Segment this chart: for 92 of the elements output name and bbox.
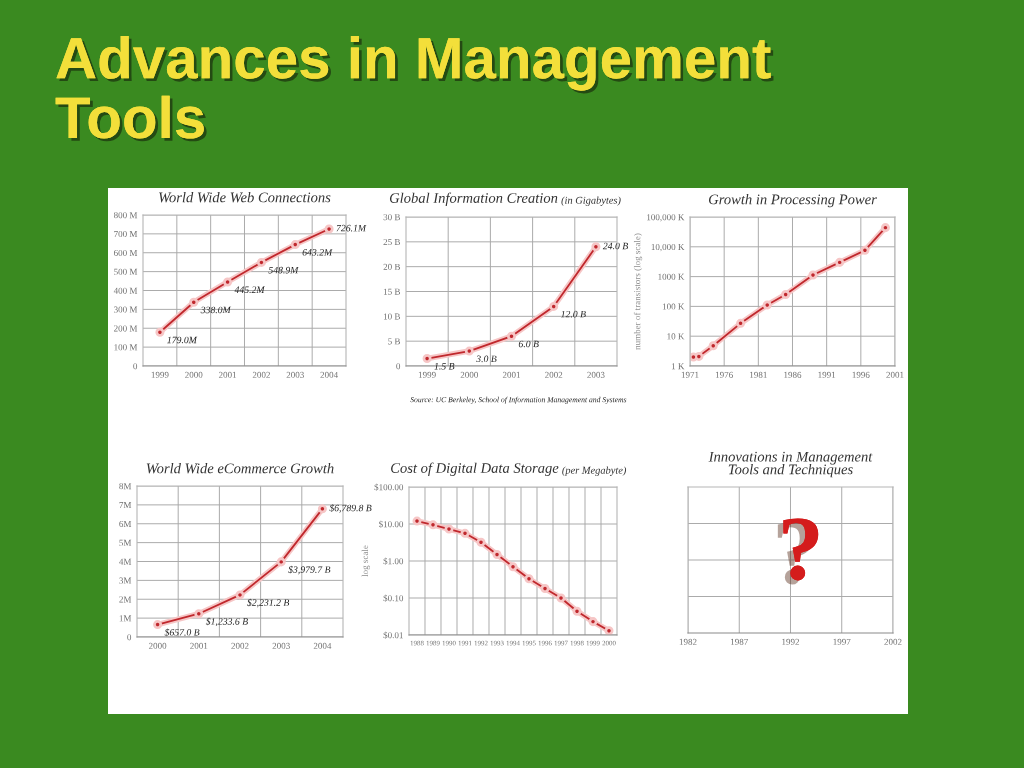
x-tick-label: 2002 [231,642,249,649]
chart-subtitle: (in Gigabytes) [561,196,621,206]
y-tick-label: $100.00 [374,483,404,491]
x-tick-label: 1992 [782,638,800,645]
x-tick-label: 2003 [272,642,290,649]
x-tick-label: 2001 [886,371,904,378]
annotation: $1,233.6 B [205,617,248,627]
y-tick-label: $0.10 [383,594,404,602]
text: Advances in Management Tools [55,36,774,142]
y-tick-label: 5 B [388,338,400,345]
x-tick-label: 2004 [320,371,338,378]
y-tick-label: 15 B [383,288,400,295]
chart-title: World Wide Web Connections [159,192,331,203]
y-tick-label: 3M [119,577,132,584]
x-tick-label: 1986 [784,371,802,378]
chart-title: Global Information Creation [389,192,558,206]
y-tick-label: 0 [396,363,401,370]
y-tick-label: 4M [119,558,132,565]
x-tick-label: 2003 [286,371,304,378]
data-label: 1.5 B [434,363,455,370]
x-tick-label: 1991 [818,371,836,378]
x-tick-label: 2002 [545,371,563,378]
chart-subtitle: (per Megabyte) [562,466,627,476]
data-label: 6.0 B [518,340,539,348]
y-axis-title: log scale [361,545,370,577]
y-tick-label: 2M [119,596,132,603]
x-tick-label: 1987 [731,638,749,645]
y-tick-label: 1000 K [658,273,685,280]
y-tick-label: $10.00 [379,520,404,528]
annotation: $657.0 B [164,628,200,637]
x-tick-label: 1982 [679,638,697,645]
data-label: 12.0 B [560,310,586,318]
y-tick-label: 20 B [383,263,400,270]
y-tick-label: 300 M [114,306,138,313]
x-tick-label: 2002 [252,371,270,378]
x-tick-label: 2004 [313,642,332,649]
y-tick-label: 0 [127,634,132,641]
y-tick-label: $0.01 [383,631,403,639]
y-tick-label: 5M [119,539,132,546]
chart-title: World Wide eCommerce Growth [146,463,334,474]
y-tick-label: 100 M [114,344,138,351]
y-tick-label: 500 M [114,268,138,275]
y-tick-label: 10 K [667,333,685,340]
y-tick-label: 7M [119,502,132,509]
annotation: $3,979.7 B [288,565,331,575]
x-tick-label: 2003 [587,371,605,378]
chart-title: Innovations in Management Tools and Techniques [708,451,873,478]
annotation: ? [777,518,819,585]
y-tick-label: 1 K [671,363,685,370]
y-tick-label: 700 M [114,231,138,238]
y-tick-label: 25 B [383,238,400,246]
chart-title: Growth in Processing Power [708,194,877,208]
y-tick-label: 6M [119,520,132,527]
x-tick-label: 2000 [185,371,203,378]
x-tick-label: 1976 [715,371,733,378]
x-tick-label: 2000 [460,371,478,378]
y-axis-title: number of transistors (log scale) [633,233,643,350]
y-tick-label: 30 B [383,214,400,221]
x-tick-label: 2001 [502,371,520,378]
y-tick-label: 100 K [662,303,685,310]
y-tick-label: $1.00 [383,557,404,565]
x-tick-label: 1996 [852,371,870,378]
x-tick-label: 2000 [148,642,167,649]
data-label: 445.2M [234,286,265,294]
y-tick-label: 8M [119,483,132,490]
y-tick-label: 600 M [114,249,138,256]
data-label: 726.1M [336,224,367,232]
x-tick-label: 1981 [750,371,767,378]
data-label: 3.0 B [476,355,497,363]
data-label: 24.0 B [602,242,629,250]
y-tick-label: 10 B [383,313,400,320]
annotation: $6,789.8 B [329,504,372,513]
y-tick-label: 200 M [114,325,138,332]
y-tick-label: 800 M [113,212,138,219]
x-tick-label: 2002 [884,638,902,645]
y-tick-label: 100,000 K [647,214,685,222]
x-tick-label: 1999 [151,371,169,378]
x-tick-label: 1999 [418,371,436,378]
y-tick-label: 1M [119,615,132,622]
data-label: 548.9M [268,266,299,274]
data-label: 643.2M [302,249,333,256]
chart-title: Cost of Digital Data Storage [391,462,559,476]
x-tick-label: 1997 [833,638,851,645]
x-tick-label: 2001 [218,371,237,378]
y-tick-label: 0 [133,363,138,370]
x-tick-label: 1971 [681,371,699,378]
y-tick-label: 400 M [113,287,138,294]
annotation: $2,231.2 B [247,598,290,608]
x-tick-label: 2001 [190,642,208,649]
data-label: 338.0M [200,306,232,314]
data-label: 179.0M [167,336,198,344]
y-tick-label: 10,000 K [651,243,685,252]
